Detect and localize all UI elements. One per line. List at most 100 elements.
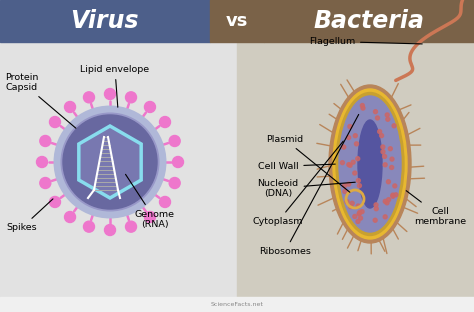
Circle shape <box>64 101 75 113</box>
Circle shape <box>342 145 346 149</box>
Circle shape <box>351 160 355 164</box>
Circle shape <box>169 135 180 147</box>
Circle shape <box>386 117 390 121</box>
Text: Genome
(RNA): Genome (RNA) <box>126 174 175 229</box>
Circle shape <box>385 201 389 205</box>
Circle shape <box>381 145 385 149</box>
Circle shape <box>340 161 345 165</box>
Circle shape <box>145 101 155 113</box>
Text: Lipid envelope: Lipid envelope <box>81 65 150 107</box>
Circle shape <box>350 201 354 205</box>
Circle shape <box>390 165 394 169</box>
Circle shape <box>49 116 61 128</box>
Ellipse shape <box>336 92 404 236</box>
Circle shape <box>83 221 94 232</box>
Text: Cell Wall: Cell Wall <box>258 162 335 171</box>
Circle shape <box>145 212 155 222</box>
Text: Virus: Virus <box>71 9 139 33</box>
Text: Cytoplasm: Cytoplasm <box>253 141 343 226</box>
Text: vs: vs <box>226 12 248 30</box>
Circle shape <box>374 110 377 114</box>
Circle shape <box>380 134 383 138</box>
Circle shape <box>343 184 346 188</box>
Circle shape <box>357 184 361 188</box>
Circle shape <box>353 214 357 218</box>
Circle shape <box>383 215 387 219</box>
Bar <box>210 0 264 42</box>
Circle shape <box>373 218 377 222</box>
Circle shape <box>160 116 171 128</box>
Text: Flagellum: Flagellum <box>309 37 422 46</box>
Circle shape <box>375 116 380 120</box>
Text: Plasmid: Plasmid <box>266 135 350 192</box>
Circle shape <box>391 193 395 197</box>
Circle shape <box>169 178 180 188</box>
Circle shape <box>378 129 382 134</box>
Circle shape <box>63 115 157 209</box>
Circle shape <box>343 189 347 193</box>
Circle shape <box>160 197 171 207</box>
Text: Spikes: Spikes <box>7 199 53 232</box>
Bar <box>0 42 237 297</box>
Circle shape <box>36 157 47 168</box>
Circle shape <box>346 182 351 186</box>
Circle shape <box>40 135 51 147</box>
Bar <box>264 0 474 42</box>
Circle shape <box>345 200 349 204</box>
Circle shape <box>104 89 116 100</box>
Bar <box>0 297 474 312</box>
Circle shape <box>383 154 387 158</box>
Ellipse shape <box>329 85 411 243</box>
Text: Cell
membrane: Cell membrane <box>406 191 466 226</box>
Circle shape <box>173 157 183 168</box>
Circle shape <box>83 92 94 103</box>
Text: Ribosomes: Ribosomes <box>259 115 359 256</box>
Circle shape <box>385 113 389 117</box>
Circle shape <box>358 216 363 220</box>
Bar <box>237 42 474 297</box>
Bar <box>0 0 210 42</box>
Circle shape <box>386 180 391 184</box>
Text: ScienceFacts.net: ScienceFacts.net <box>210 303 264 308</box>
Circle shape <box>374 207 378 211</box>
Circle shape <box>390 157 394 161</box>
Circle shape <box>356 219 360 223</box>
Text: Bacteria: Bacteria <box>313 9 425 33</box>
Circle shape <box>126 221 137 232</box>
Circle shape <box>356 204 360 208</box>
Circle shape <box>383 163 387 167</box>
Circle shape <box>391 194 395 198</box>
Ellipse shape <box>339 96 401 232</box>
Circle shape <box>358 210 362 214</box>
Circle shape <box>57 109 163 215</box>
Ellipse shape <box>333 89 407 239</box>
Circle shape <box>356 157 360 161</box>
Circle shape <box>387 198 391 202</box>
Text: Nucleoid
(DNA): Nucleoid (DNA) <box>257 178 355 198</box>
Circle shape <box>393 184 397 188</box>
Circle shape <box>394 193 398 197</box>
Circle shape <box>357 212 361 216</box>
Circle shape <box>64 212 75 222</box>
Circle shape <box>360 210 364 214</box>
Circle shape <box>388 147 392 151</box>
Circle shape <box>353 171 357 175</box>
Circle shape <box>360 104 365 108</box>
Circle shape <box>356 178 360 183</box>
Circle shape <box>347 163 351 167</box>
Circle shape <box>353 134 357 138</box>
Circle shape <box>348 124 352 129</box>
Circle shape <box>361 106 365 110</box>
Ellipse shape <box>358 120 382 208</box>
Circle shape <box>381 150 385 154</box>
Circle shape <box>392 124 396 128</box>
Circle shape <box>383 199 387 203</box>
Polygon shape <box>79 126 141 198</box>
Circle shape <box>346 135 351 139</box>
Circle shape <box>104 225 116 236</box>
Circle shape <box>355 142 358 146</box>
Text: Protein
Capsid: Protein Capsid <box>5 73 76 128</box>
Circle shape <box>49 197 61 207</box>
Circle shape <box>349 205 353 209</box>
Circle shape <box>374 203 378 207</box>
